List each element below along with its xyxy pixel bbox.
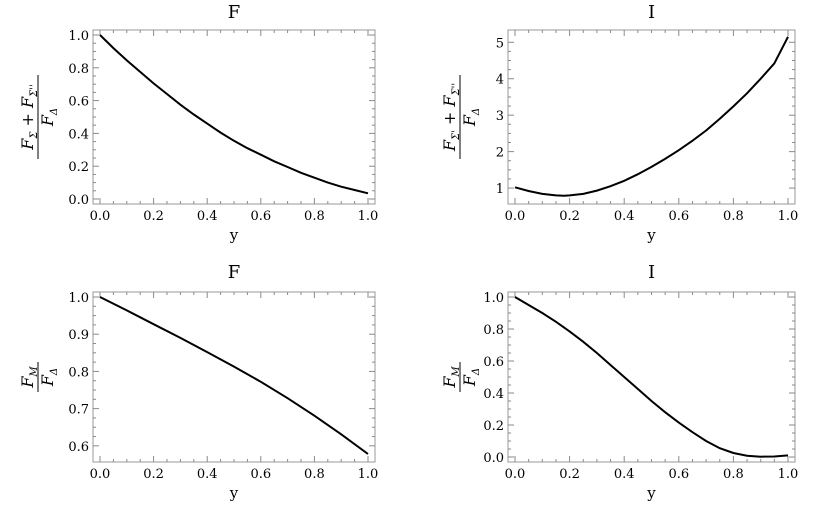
- chart-panel-2: I 0.0 0.2 0.4 0.6 0.8 1.0 1 2 3 4 5 y FΣ' + FΣ''FΔ: [440, 2, 798, 244]
- x-tick-label: 0.6: [250, 467, 271, 482]
- y-tick-label: 0.2: [483, 419, 504, 434]
- y-axis-label: FΣ' + FΣ''FΔ: [440, 75, 482, 159]
- x-tick-label: 0.0: [90, 209, 111, 224]
- x-tick-label: 0.2: [143, 467, 164, 482]
- y-tick-label: 0.8: [68, 62, 89, 77]
- x-tick-label: 0.6: [668, 209, 689, 224]
- x-axis-label: y: [646, 484, 656, 502]
- x-tick-label: 0.0: [505, 209, 526, 224]
- x-tick-label: 0.0: [90, 467, 111, 482]
- plot-frame: [92, 291, 376, 463]
- x-axis-label: y: [646, 226, 656, 244]
- y-tick-label: 2: [496, 146, 504, 161]
- y-label-denominator: FΔ: [460, 108, 482, 127]
- y-label-denominator: FΔ: [460, 368, 482, 387]
- y-tick-label: 0.8: [483, 323, 504, 338]
- chart-title: I: [648, 2, 655, 23]
- y-tick-label: 4: [496, 73, 504, 88]
- x-tick-label: 0.2: [559, 467, 580, 482]
- series-line-1: [99, 34, 369, 195]
- chart-title: F: [228, 262, 241, 283]
- chart-title: F: [228, 2, 241, 23]
- chart-panel-1: F 0.0 0.2 0.4 0.6 0.8 1.0 0.0 0.2 0.4 0.6 0.8 1.0 y FΣ…: [18, 2, 378, 244]
- y-label-denominator: FΔ: [38, 108, 60, 127]
- y-tick-label: 0.6: [68, 440, 89, 455]
- y-tick-label: 1.0: [68, 29, 89, 44]
- plot-frame: [92, 29, 376, 205]
- x-axis-label: y: [229, 484, 239, 502]
- x-tick-label: 0.8: [304, 467, 325, 482]
- y-tick-label: 0.4: [483, 387, 504, 402]
- y-tick-label: 0.9: [68, 328, 89, 343]
- x-tick-label: 0.0: [505, 467, 526, 482]
- y-tick-label: 0.2: [68, 160, 89, 175]
- x-tick-label: 1.0: [358, 467, 379, 482]
- plot-frame: [507, 29, 796, 205]
- chart-title: I: [648, 262, 655, 283]
- y-tick-label: 0.6: [483, 355, 504, 370]
- y-tick-label: 1: [496, 182, 504, 197]
- y-axis-label: FΣ + FΣ''FΔ: [18, 75, 60, 159]
- series-line-1: [514, 296, 789, 458]
- x-tick-label: 0.2: [143, 209, 164, 224]
- x-tick-label: 0.8: [304, 209, 325, 224]
- x-tick-label: 0.6: [668, 467, 689, 482]
- x-tick-label: 0.6: [250, 209, 271, 224]
- y-tick-label: 1.0: [483, 291, 504, 306]
- y-tick-label: 0.6: [68, 95, 89, 110]
- y-tick-label: 3: [496, 109, 504, 124]
- x-tick-label: 0.4: [197, 467, 218, 482]
- y-label-numerator: FM: [18, 366, 40, 389]
- series-line-1: [514, 36, 789, 197]
- x-tick-label: 1.0: [778, 209, 799, 224]
- x-tick-label: 1.0: [778, 467, 799, 482]
- x-tick-label: 0.4: [614, 467, 635, 482]
- y-label-numerator: FM: [440, 366, 462, 389]
- y-label-denominator: FΔ: [38, 368, 60, 387]
- y-tick-label: 5: [496, 36, 504, 51]
- x-tick-label: 0.8: [723, 209, 744, 224]
- x-tick-label: 1.0: [358, 209, 379, 224]
- x-tick-label: 0.4: [614, 209, 635, 224]
- y-label-numerator: FΣ + FΣ'': [18, 84, 40, 150]
- x-tick-label: 0.2: [559, 209, 580, 224]
- y-tick-label: 1.0: [68, 291, 89, 306]
- chart-panel-4: I 0.0 0.2 0.4 0.6 0.8 1.0 0.0 0.2 0.4 0.6 0.8 1.0 y FM…: [440, 262, 798, 502]
- x-axis-label: y: [229, 226, 239, 244]
- y-tick-label: 0.0: [68, 193, 89, 208]
- y-label-numerator: FΣ' + FΣ'': [440, 83, 462, 152]
- x-tick-label: 0.4: [197, 209, 218, 224]
- series-line-1: [99, 296, 369, 455]
- y-tick-label: 0.4: [68, 127, 89, 142]
- y-tick-label: 0.0: [483, 451, 504, 466]
- y-tick-label: 0.8: [68, 365, 89, 380]
- x-tick-label: 0.8: [723, 467, 744, 482]
- y-tick-label: 0.7: [68, 403, 89, 418]
